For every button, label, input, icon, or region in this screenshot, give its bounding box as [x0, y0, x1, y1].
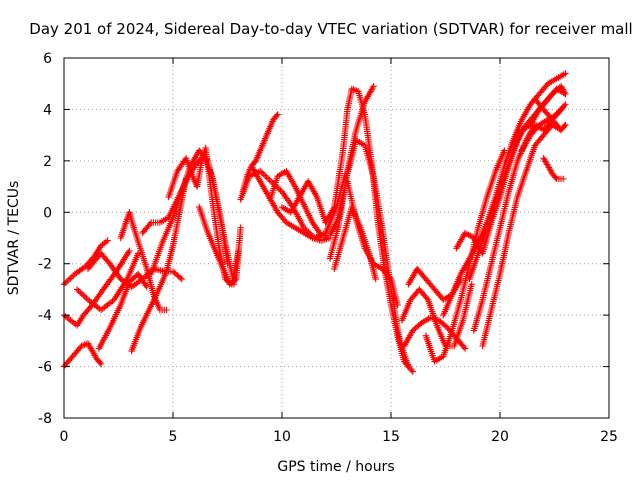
- chart-title: Day 201 of 2024, Sidereal Day-to-day VTE…: [29, 20, 632, 38]
- y-axis-label: SDTVAR / TECUs: [6, 181, 22, 296]
- series-arc-8: [128, 175, 190, 355]
- data-point-markers: [400, 314, 469, 352]
- data-point-markers: [196, 203, 244, 288]
- data-point-markers: [117, 209, 170, 314]
- data-point-markers: [540, 155, 567, 183]
- series-arc-12: [196, 203, 244, 288]
- series-arc-22: [398, 281, 475, 350]
- y-tick-label: 6: [43, 51, 52, 67]
- data-point-markers: [128, 175, 190, 355]
- data-point-markers: [440, 70, 569, 319]
- y-tick-label: 4: [43, 102, 52, 118]
- series-arc-27: [466, 85, 569, 283]
- data-point-markers: [60, 237, 111, 288]
- data-marks: [60, 70, 569, 375]
- x-tick-label: 10: [273, 429, 291, 445]
- series-arc-29: [479, 121, 565, 350]
- series-arc-21: [400, 314, 469, 352]
- x-tick-label: 5: [169, 429, 178, 445]
- y-tick-labels: -8 -6 -4 -2 0 2 4 6: [38, 51, 52, 427]
- y-tick-label: -2: [38, 257, 52, 273]
- y-tick-label: -8: [38, 411, 52, 427]
- x-tick-label: 15: [382, 429, 400, 445]
- axis-ticks: [63, 57, 610, 419]
- data-point-markers: [531, 95, 569, 134]
- x-tick-labels: 0 5 10 15 20 25: [60, 429, 618, 445]
- series-arc-6: [95, 270, 150, 352]
- data-point-markers: [398, 281, 475, 350]
- data-point-markers: [278, 85, 416, 375]
- x-axis-label: GPS time / hours: [277, 459, 394, 475]
- y-tick-label: 2: [43, 154, 52, 170]
- y-tick-label: -6: [38, 360, 52, 376]
- series-arc-25: [440, 70, 569, 319]
- x-tick-label: 20: [491, 429, 509, 445]
- series-arc-20: [344, 178, 401, 309]
- data-point-markers: [466, 85, 569, 283]
- series-arc-15: [248, 162, 334, 244]
- x-tick-label: 0: [60, 429, 69, 445]
- data-point-markers: [344, 178, 401, 309]
- series-arc-1: [60, 237, 111, 288]
- data-point-markers: [248, 162, 334, 244]
- y-tick-label: 0: [43, 205, 52, 221]
- plot-frame: [63, 57, 610, 419]
- y-tick-label: -4: [38, 308, 52, 324]
- series-arc-5: [84, 250, 185, 291]
- series-arc-32: [540, 155, 567, 183]
- series-arc-31: [531, 95, 569, 134]
- series-arc-17: [278, 85, 416, 375]
- data-point-markers: [326, 83, 377, 262]
- data-point-markers: [479, 121, 565, 350]
- series-arc-18: [326, 83, 377, 262]
- data-point-markers: [95, 270, 150, 352]
- series-arc-7: [117, 209, 170, 314]
- series-arc-24: [422, 147, 508, 365]
- x-tick-label: 25: [600, 429, 618, 445]
- data-point-markers: [422, 147, 508, 365]
- data-point-markers: [84, 250, 185, 291]
